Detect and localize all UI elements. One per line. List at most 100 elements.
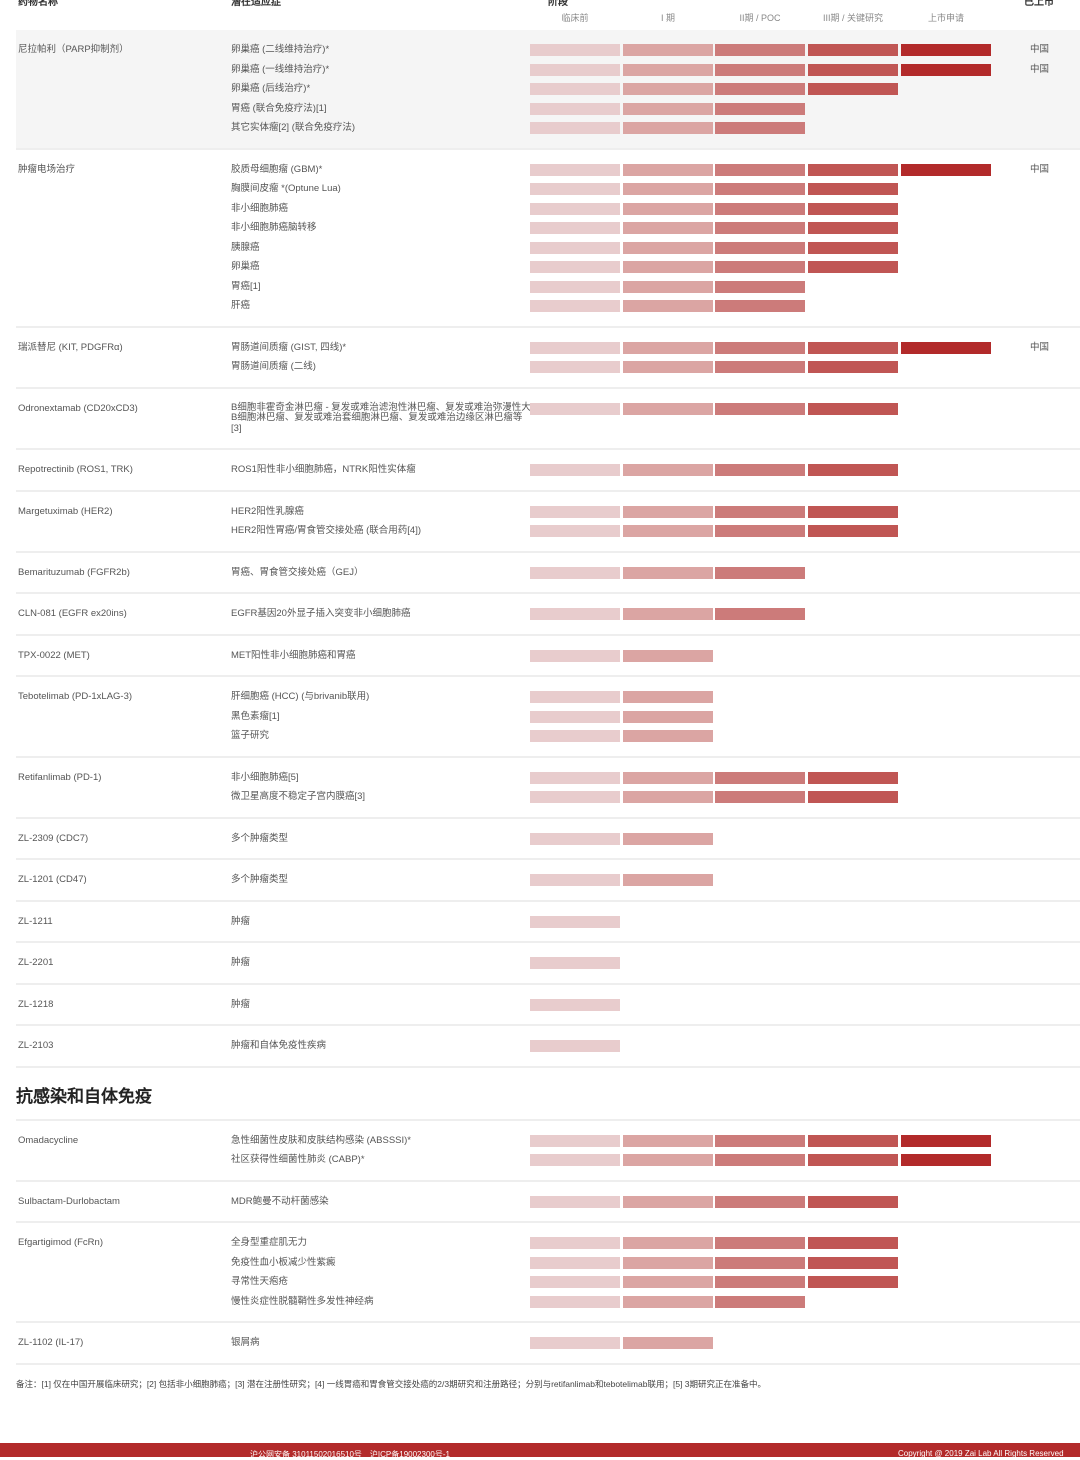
stage-label: III期 / 关键研究 <box>822 13 883 23</box>
stage-bar <box>715 261 805 273</box>
indication-row: HER2阳性胃癌/胃食管交接处癌 (联合用药[4]) <box>16 521 1080 541</box>
drug-name[interactable]: 尼拉帕利（PARP抑制剂） <box>18 44 129 55</box>
drug-group: Bemarituzumab (FGFR2b) 胃癌、胃食管交接处癌（GEJ） <box>16 553 1080 594</box>
stage-bar <box>530 222 620 234</box>
market-label: 中国 <box>1030 163 1050 175</box>
stage-bar <box>901 1154 991 1166</box>
stage-bar <box>808 163 898 176</box>
drug-name[interactable]: ZL-2201 <box>18 957 54 968</box>
stage-bar <box>715 241 805 254</box>
stage-bar <box>530 832 620 845</box>
drug-name[interactable]: Margetuximab (HER2) <box>18 505 113 517</box>
stage-label: II期 / POC <box>739 13 781 23</box>
stage-bar <box>715 183 805 195</box>
stage-bar <box>623 63 713 76</box>
stage-bar <box>623 649 713 662</box>
indication-label: 胶质母细胞瘤 (GBM)* <box>231 163 323 175</box>
stage-bar <box>623 183 713 195</box>
stage-bar <box>530 464 620 476</box>
stage-bar <box>623 241 713 254</box>
drug-name[interactable]: 肿瘤电场治疗 <box>18 163 76 175</box>
stage-bar <box>715 202 805 215</box>
indication-column-header: 潜在适应症 <box>231 0 281 8</box>
indication-label: 银屑病 <box>231 1337 260 1348</box>
stage-bar <box>623 83 713 95</box>
icp-link[interactable]: 沪公网安备 31011502016510号 沪ICP备19002300号-1 <box>250 1450 450 1459</box>
indication-label: MET阳性非小细胞肺癌和胃癌 <box>231 649 356 661</box>
stage-bar <box>530 202 620 215</box>
stage-bar <box>808 1195 898 1208</box>
drug-name[interactable]: Efgartigimod (FcRn) <box>18 1237 103 1248</box>
stage-bar <box>715 122 805 134</box>
stage-bar <box>530 998 620 1011</box>
indication-row: 免疫性血小板减少性紫癜 <box>16 1253 1080 1273</box>
stage-bar <box>715 63 805 76</box>
indication-label: 免疫性血小板减少性紫癜 <box>231 1256 336 1268</box>
indication-label: 卵巢癌 <box>231 261 260 272</box>
indication-label: 其它实体瘤[2] (联合免疫疗法) <box>231 122 356 133</box>
drug-name[interactable]: 瑞派替尼 (KIT, PDGFRα) <box>18 341 123 353</box>
stage-bar <box>808 771 898 784</box>
indication-row: 急性细菌性皮肤和皮肤结构感染 (ABSSSI)* <box>16 1131 1080 1151</box>
indication-label: 慢性炎症性脱髓鞘性多发性神经病 <box>231 1295 374 1307</box>
stage-bar <box>530 280 620 293</box>
drug-name[interactable]: Repotrectinib (ROS1, TRK) <box>18 464 133 475</box>
stage-bar <box>715 300 805 312</box>
stage-bar <box>623 202 713 215</box>
stage-bar <box>530 261 620 273</box>
stage-bar <box>623 102 713 115</box>
market-column-header: 已上市 <box>1024 0 1054 8</box>
stage-bar <box>530 63 620 76</box>
stage-bar <box>530 1276 620 1288</box>
indication-row: 慢性炎症性脱髓鞘性多发性神经病 <box>16 1292 1080 1312</box>
indication-label: 多个肿瘤类型 <box>231 832 289 844</box>
drug-name[interactable]: ZL-1201 (CD47) <box>18 874 87 885</box>
drug-name[interactable]: Sulbactam-Durlobactam <box>18 1195 120 1207</box>
drug-name[interactable]: ZL-1218 <box>18 998 54 1010</box>
stage-bar <box>808 791 898 803</box>
indication-label: 胃癌、胃食管交接处癌（GEJ） <box>231 566 364 578</box>
stage-bar <box>808 222 898 234</box>
stage-bar <box>808 63 898 76</box>
drug-name[interactable]: CLN-081 (EGFR ex20ins) <box>18 608 127 619</box>
indication-label: B细胞非霍奇金淋巴瘤 - 复发或难治滤泡性淋巴瘤、复发或难治弥漫性大B细胞淋巴瘤… <box>231 401 531 434</box>
stage-bar <box>530 402 620 415</box>
stage-bar <box>715 464 805 476</box>
indication-row: ROS1阳性非小细胞肺癌，NTRK阳性实体瘤 <box>16 460 1080 480</box>
drug-name[interactable]: Retifanlimab (PD-1) <box>18 771 102 783</box>
drug-name[interactable]: ZL-2103 <box>18 1040 54 1051</box>
indication-label: 肝细胞癌 (HCC) (与brivanib联用) <box>231 691 370 702</box>
stage-bar <box>530 566 620 579</box>
stage-bar <box>715 771 805 784</box>
indication-row: 肝癌 <box>16 296 1080 316</box>
drug-group: Repotrectinib (ROS1, TRK) ROS1阳性非小细胞肺癌，NT… <box>16 450 1080 492</box>
indication-row: 卵巢癌 (后线治疗)* <box>16 79 1080 99</box>
indication-row: 胃癌、胃食管交接处癌（GEJ） <box>16 563 1080 583</box>
indication-row: HER2阳性乳腺癌 <box>16 502 1080 522</box>
stage-bar <box>715 83 805 95</box>
indication-row: 肿瘤 <box>16 912 1080 932</box>
stage-label: 临床前 <box>561 13 589 23</box>
indication-row: B细胞非霍奇金淋巴瘤 - 复发或难治滤泡性淋巴瘤、复发或难治弥漫性大B细胞淋巴瘤… <box>16 399 1080 439</box>
drug-group: ZL-1218 肿瘤 <box>16 985 1080 1026</box>
indication-label: 微卫星高度不稳定子宫内膜癌[3] <box>231 791 366 802</box>
indication-row: 胰腺癌 <box>16 238 1080 258</box>
copyright: Copyright @ 2019 Zai Lab All Rights Rese… <box>898 1449 1064 1458</box>
stage-bar <box>530 1337 620 1349</box>
stage-bar <box>901 341 991 354</box>
stage-bar <box>623 710 713 723</box>
indication-row: 肝细胞癌 (HCC) (与brivanib联用) <box>16 687 1080 707</box>
drug-name[interactable]: TPX-0022 (MET) <box>18 649 90 661</box>
drug-name[interactable]: ZL-1211 <box>18 915 53 927</box>
drug-name[interactable]: Tebotelimab (PD-1xLAG-3) <box>18 691 133 702</box>
drug-name[interactable]: ZL-1102 (IL-17) <box>18 1337 84 1348</box>
drug-name[interactable]: ZL-2309 (CDC7) <box>18 832 89 844</box>
stage-bar <box>808 1276 898 1288</box>
indication-label: 肿瘤和自体免疫性疾病 <box>231 1040 327 1051</box>
drug-name[interactable]: Bemarituzumab (FGFR2b) <box>18 566 130 578</box>
indication-row: 银屑病 <box>16 1333 1080 1353</box>
indication-label: 肿瘤 <box>231 957 251 968</box>
drug-name[interactable]: Odronextamab (CD20xCD3) <box>18 402 138 414</box>
drug-name[interactable]: Omadacycline <box>18 1134 79 1146</box>
stage-bar <box>623 791 713 803</box>
